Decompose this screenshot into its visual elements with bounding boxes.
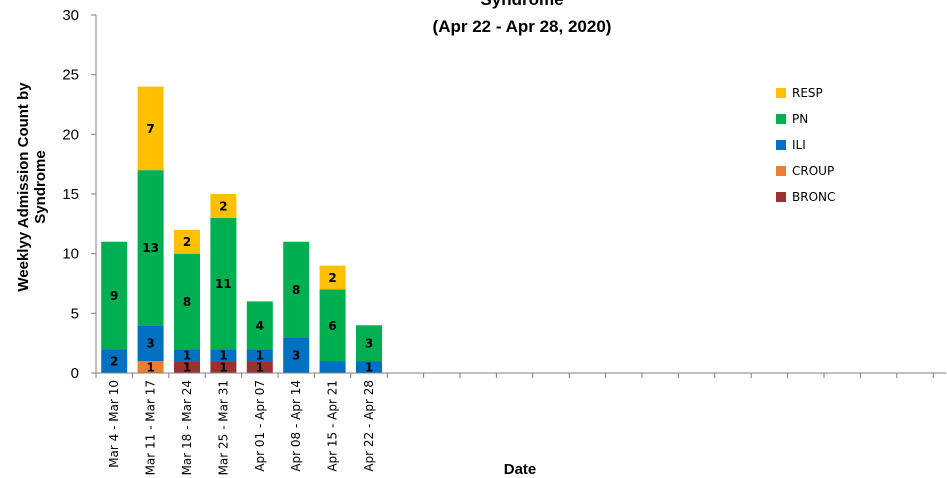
bar-segment-pn	[137, 170, 164, 326]
y-axis-label: Weeklyy Admission Count by Syndrome	[15, 82, 49, 292]
y-tick-label: 10	[62, 246, 79, 263]
legend-swatch	[776, 114, 786, 124]
bar-segment-ili	[283, 337, 310, 373]
legend: RESP PN ILI CROUP BRONC	[776, 80, 835, 210]
data-label-pn: 13	[142, 241, 159, 255]
data-label-resp: 7	[146, 122, 154, 136]
bar-segment-pn	[283, 241, 310, 338]
data-label-pn: 9	[110, 289, 118, 303]
bar-segment-bronc	[210, 361, 237, 373]
bar-segment-ili	[174, 349, 200, 362]
legend-label: RESP	[792, 86, 823, 100]
bar-segment-resp	[319, 265, 346, 290]
chart-title-line-1: Syndrome	[312, 0, 732, 13]
data-label-ili: 3	[146, 337, 154, 351]
x-category-label: Apr 22 - Apr 28	[362, 380, 376, 472]
legend-label: PN	[792, 112, 809, 126]
data-label-pn: 3	[365, 337, 373, 351]
y-tick-label: 15	[62, 186, 79, 203]
bar-segment-resp	[210, 194, 237, 218]
data-label-pn: 11	[215, 277, 232, 291]
bar-segment-pn	[246, 301, 273, 350]
legend-swatch	[776, 166, 786, 176]
legend-swatch	[776, 140, 786, 150]
data-label-resp: 2	[183, 235, 191, 249]
bar-segment-resp	[174, 229, 200, 254]
data-label-bronc: 1	[183, 361, 191, 375]
data-label-ili: 1	[183, 349, 191, 363]
bar-segment-ili	[246, 349, 273, 362]
legend-label: CROUP	[792, 164, 835, 178]
legend-item-croup: CROUP	[776, 158, 835, 184]
x-category-label: Apr 01 - Apr 07	[253, 380, 267, 472]
bar-segment-ili	[101, 349, 128, 373]
legend-label: BRONC	[792, 190, 836, 204]
x-category-label: Apr 15 - Apr 21	[326, 380, 340, 472]
y-tick-label: 0	[71, 365, 79, 382]
x-category-label: Mar 11 - Mar 17	[144, 380, 158, 475]
data-label-bronc: 1	[256, 361, 264, 375]
bar-segment-ili	[356, 361, 382, 373]
x-category-label: Mar 4 - Mar 10	[107, 380, 121, 468]
x-category-labels: Mar 4 - Mar 10 Mar 11 - Mar 17 Mar 18 - Ma…	[107, 380, 376, 475]
bar-segment-pn	[319, 289, 346, 362]
bar-segment-pn	[356, 325, 382, 362]
bar-segment-pn	[210, 217, 237, 350]
bar-marks	[101, 86, 382, 373]
data-label-ili: 1	[256, 349, 264, 363]
y-tick-label: 20	[62, 126, 79, 143]
bar-segment-ili	[210, 349, 237, 362]
data-label-ili: 1	[365, 361, 373, 375]
data-label-croup: 1	[146, 361, 154, 375]
legend-item-bronc: BRONC	[776, 184, 835, 210]
data-label-ili: 3	[292, 349, 300, 363]
bar-segment-pn	[174, 253, 200, 350]
legend-swatch	[776, 192, 786, 202]
data-label-pn: 6	[328, 319, 336, 333]
chart-title: Syndrome (Apr 22 - Apr 28, 2020)	[312, 0, 732, 40]
data-label-pn: 4	[256, 319, 264, 333]
bar-segment-resp	[137, 86, 164, 171]
y-tick-label: 5	[71, 305, 79, 322]
bar-segment-bronc	[174, 361, 200, 373]
data-label-ili: 1	[219, 349, 227, 363]
chart-title-line-2: (Apr 22 - Apr 28, 2020)	[432, 17, 612, 36]
legend-swatch	[776, 88, 786, 98]
x-axis-label: Date	[503, 461, 537, 478]
x-category-label: Apr 08 - Apr 14	[289, 380, 303, 472]
legend-item-resp: RESP	[776, 80, 835, 106]
x-axis-ticks	[95, 373, 934, 378]
legend-item-pn: PN	[776, 106, 835, 132]
x-category-label: Mar 25 - Mar 31	[216, 380, 230, 475]
data-label-ili: 2	[110, 355, 118, 369]
bar-segment-ili	[319, 361, 346, 373]
bar-segment-croup	[137, 361, 164, 373]
x-category-label: Mar 18 - Mar 24	[180, 380, 194, 475]
bar-segment-ili	[137, 325, 164, 362]
data-label-bronc: 1	[219, 361, 227, 375]
legend-label: ILI	[792, 138, 806, 152]
data-label-resp: 2	[219, 199, 227, 213]
y-tick-label: 25	[62, 67, 79, 84]
data-label-pn: 8	[292, 283, 300, 297]
data-label-pn: 8	[183, 295, 191, 309]
y-tick-label: 30	[62, 7, 79, 24]
data-label-resp: 2	[328, 271, 336, 285]
legend-item-ili: ILI	[776, 132, 835, 158]
bar-segment-bronc	[246, 361, 273, 373]
bar-segment-pn	[101, 241, 128, 350]
y-axis-ticks: 0 5 10 15 20 25 30	[62, 7, 96, 382]
